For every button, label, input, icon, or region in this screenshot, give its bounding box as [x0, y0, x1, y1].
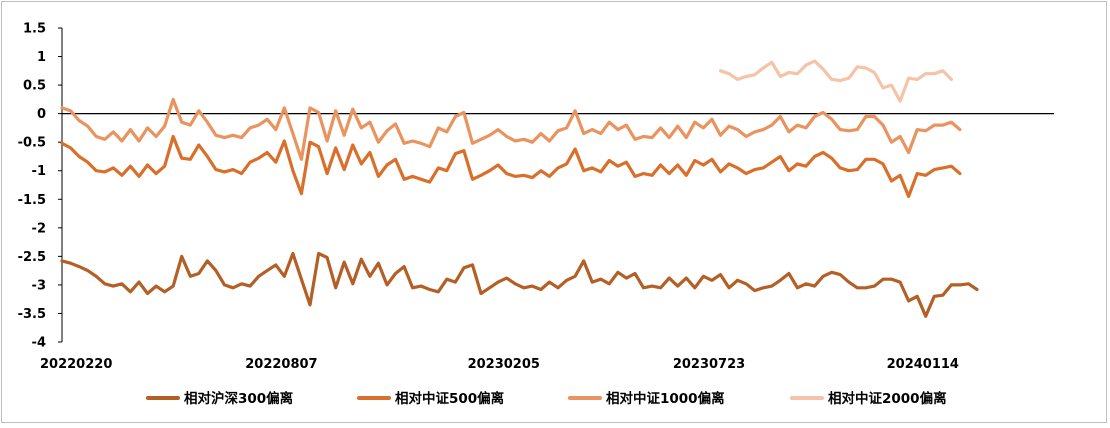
series-line-4 [718, 59, 954, 103]
legend-label: 相对中证500偏离 [395, 390, 504, 407]
series-line-2 [60, 134, 962, 198]
y-tick-label: -4 [32, 336, 46, 351]
y-tick-label: 1.5 [23, 22, 46, 37]
x-tick-label: 20230205 [468, 357, 540, 372]
y-tick-label: -2 [32, 221, 46, 236]
series-line-1 [60, 251, 979, 318]
y-tick-label: -3 [32, 278, 46, 293]
x-tick-label: 20230723 [673, 357, 745, 372]
legend: 相对沪深300偏离 相对中证500偏离 相对中证1000偏离 相对中证2000偏离 [146, 390, 947, 407]
x-tick-label: 20240114 [887, 357, 959, 372]
y-tick-label: 1 [37, 50, 46, 65]
y-tick-label: -3.5 [18, 307, 46, 322]
y-tick-label: -1 [32, 164, 46, 179]
y-tick-label: -1.5 [18, 193, 46, 208]
x-axis: 20220220 20220807 20230205 20230723 20240114 [40, 113, 1054, 372]
x-tick-label: 20220807 [245, 357, 317, 372]
y-tick-label: -2.5 [18, 250, 46, 265]
legend-label: 相对中证2000偏离 [828, 390, 947, 407]
series-lines [60, 59, 979, 318]
y-tick-label: 0 [37, 107, 46, 122]
legend-label: 相对中证1000偏离 [606, 390, 725, 407]
series-line-3 [60, 97, 962, 161]
x-tick-label: 20220220 [40, 357, 112, 372]
legend-label: 相对沪深300偏离 [184, 390, 293, 407]
y-tick-label: -0.5 [18, 136, 46, 151]
y-axis: 1.5 1 0.5 0 -0.5 -1 -1.5 -2 -2.5 -3 -3.5 -4 [18, 22, 63, 351]
y-tick-label: 0.5 [23, 79, 46, 94]
